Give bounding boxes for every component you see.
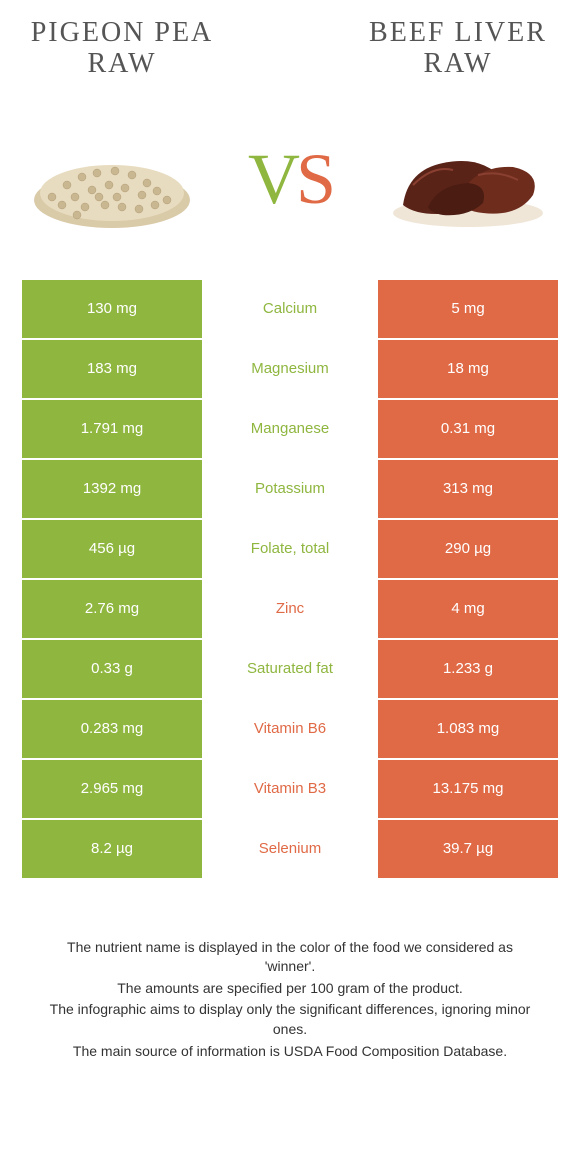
right-value: 1.083 mg — [378, 700, 558, 758]
nutrient-name: Vitamin B6 — [202, 700, 378, 758]
left-title: Pigeon pea raw — [22, 18, 222, 80]
nutrient-name: Zinc — [202, 580, 378, 638]
nutrient-name: Potassium — [202, 460, 378, 518]
nutrient-name: Saturated fat — [202, 640, 378, 698]
footer-l3: The infographic aims to display only the… — [42, 1000, 538, 1039]
left-value: 0.33 g — [22, 640, 202, 698]
compare-row: VS — [22, 120, 558, 240]
left-value: 456 µg — [22, 520, 202, 578]
left-food-image — [22, 120, 202, 240]
right-title-l2: raw — [423, 48, 492, 79]
right-title-l1: Beef Liver — [369, 17, 547, 48]
left-title-l2: raw — [87, 48, 156, 79]
nutrient-name: Manganese — [202, 400, 378, 458]
right-value: 4 mg — [378, 580, 558, 638]
nutrient-name: Calcium — [202, 280, 378, 338]
right-value: 290 µg — [378, 520, 558, 578]
left-value: 1.791 mg — [22, 400, 202, 458]
nutrient-name: Folate, total — [202, 520, 378, 578]
table-row: 130 mgCalcium5 mg — [22, 280, 558, 338]
nutrient-table: 130 mgCalcium5 mg183 mgMagnesium18 mg1.7… — [22, 280, 558, 878]
footer-notes: The nutrient name is displayed in the co… — [22, 938, 558, 1062]
table-row: 183 mgMagnesium18 mg — [22, 340, 558, 398]
footer-l1: The nutrient name is displayed in the co… — [42, 938, 538, 977]
right-title: Beef Liver raw — [358, 18, 558, 80]
right-value: 13.175 mg — [378, 760, 558, 818]
table-row: 8.2 µgSelenium39.7 µg — [22, 820, 558, 878]
table-row: 2.965 mgVitamin B313.175 mg — [22, 760, 558, 818]
left-value: 183 mg — [22, 340, 202, 398]
nutrient-name: Selenium — [202, 820, 378, 878]
right-food-image — [378, 120, 558, 240]
table-row: 1.791 mgManganese0.31 mg — [22, 400, 558, 458]
vs-label: VS — [248, 138, 332, 221]
left-value: 1392 mg — [22, 460, 202, 518]
footer-l4: The main source of information is USDA F… — [42, 1042, 538, 1062]
table-row: 1392 mgPotassium313 mg — [22, 460, 558, 518]
left-value: 0.283 mg — [22, 700, 202, 758]
right-value: 313 mg — [378, 460, 558, 518]
table-row: 456 µgFolate, total290 µg — [22, 520, 558, 578]
right-value: 1.233 g — [378, 640, 558, 698]
left-value: 2.76 mg — [22, 580, 202, 638]
left-title-l1: Pigeon pea — [31, 17, 214, 48]
nutrient-name: Vitamin B3 — [202, 760, 378, 818]
right-value: 18 mg — [378, 340, 558, 398]
vs-v: V — [248, 139, 296, 219]
table-row: 0.33 gSaturated fat1.233 g — [22, 640, 558, 698]
right-value: 0.31 mg — [378, 400, 558, 458]
nutrient-name: Magnesium — [202, 340, 378, 398]
left-value: 8.2 µg — [22, 820, 202, 878]
table-row: 2.76 mgZinc4 mg — [22, 580, 558, 638]
vs-s: S — [296, 139, 332, 219]
right-value: 5 mg — [378, 280, 558, 338]
table-row: 0.283 mgVitamin B61.083 mg — [22, 700, 558, 758]
right-value: 39.7 µg — [378, 820, 558, 878]
left-value: 130 mg — [22, 280, 202, 338]
footer-l2: The amounts are specified per 100 gram o… — [42, 979, 538, 999]
left-value: 2.965 mg — [22, 760, 202, 818]
titles-row: Pigeon pea raw Beef Liver raw — [22, 18, 558, 80]
